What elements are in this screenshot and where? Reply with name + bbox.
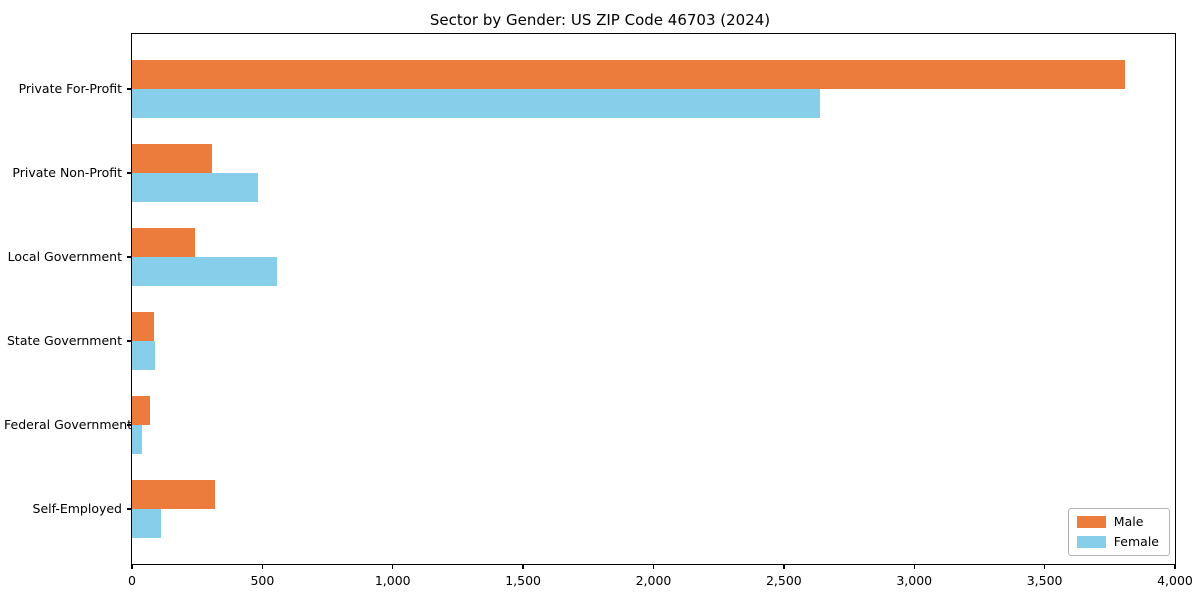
x-tick-label: 1,000 bbox=[374, 573, 411, 588]
y-axis-label: Local Government bbox=[7, 249, 122, 264]
bar-male bbox=[132, 312, 155, 341]
legend-entry-female: Female bbox=[1076, 534, 1159, 549]
x-tick-label: 3,000 bbox=[896, 573, 933, 588]
x-tick-label: 2,000 bbox=[635, 573, 672, 588]
x-tick-label: 1,500 bbox=[505, 573, 542, 588]
chart-title: Sector by Gender: US ZIP Code 46703 (202… bbox=[429, 11, 771, 29]
y-axis-label: Federal Government bbox=[4, 417, 133, 432]
x-tick-label: 4,000 bbox=[1157, 573, 1193, 588]
x-tick-mark bbox=[131, 565, 133, 570]
x-tick-label: 2,500 bbox=[765, 573, 802, 588]
x-tick-mark bbox=[1043, 565, 1046, 570]
legend-label-male: Male bbox=[1113, 514, 1144, 529]
male-color-swatch bbox=[1076, 516, 1106, 528]
x-tick-mark bbox=[522, 565, 524, 570]
plot-area: Male Female Private For-Profit Private No… bbox=[4, 33, 1193, 588]
y-tick-mark bbox=[126, 508, 131, 510]
x-tick-mark bbox=[1174, 565, 1176, 570]
x-tick-label: 3,500 bbox=[1026, 573, 1063, 588]
y-tick-mark bbox=[126, 172, 131, 174]
bar-female bbox=[132, 257, 277, 286]
bar-male bbox=[132, 60, 1126, 89]
y-axis-label: State Government bbox=[6, 333, 122, 348]
bar-male bbox=[132, 480, 216, 509]
bar-female bbox=[132, 341, 156, 370]
legend-label-female: Female bbox=[1113, 534, 1159, 549]
y-tick-mark bbox=[126, 340, 131, 342]
y-tick-mark bbox=[126, 88, 131, 90]
y-axis-label: Self-Employed bbox=[32, 501, 122, 516]
bar-male bbox=[132, 144, 212, 173]
y-axis-label: Private Non-Profit bbox=[12, 165, 122, 180]
x-tick-label: 500 bbox=[250, 573, 275, 588]
legend: Male Female bbox=[1067, 508, 1170, 556]
x-tick-mark bbox=[392, 565, 394, 570]
y-tick-mark bbox=[126, 424, 131, 426]
bar-male bbox=[132, 396, 151, 425]
bar-female bbox=[132, 509, 161, 538]
bar-female bbox=[132, 425, 143, 454]
female-color-swatch bbox=[1076, 536, 1106, 548]
x-tick-mark bbox=[261, 565, 264, 570]
bar-female bbox=[132, 89, 821, 118]
bar-male bbox=[132, 228, 195, 257]
y-axis-label: Private For-Profit bbox=[18, 81, 122, 96]
y-tick-mark bbox=[126, 256, 131, 258]
bar-female bbox=[132, 173, 259, 202]
x-tick-mark bbox=[913, 565, 915, 570]
x-tick-mark bbox=[783, 565, 785, 570]
x-tick-label: 0 bbox=[128, 573, 136, 588]
x-tick-mark bbox=[652, 565, 655, 570]
legend-entry-male: Male bbox=[1076, 514, 1159, 529]
